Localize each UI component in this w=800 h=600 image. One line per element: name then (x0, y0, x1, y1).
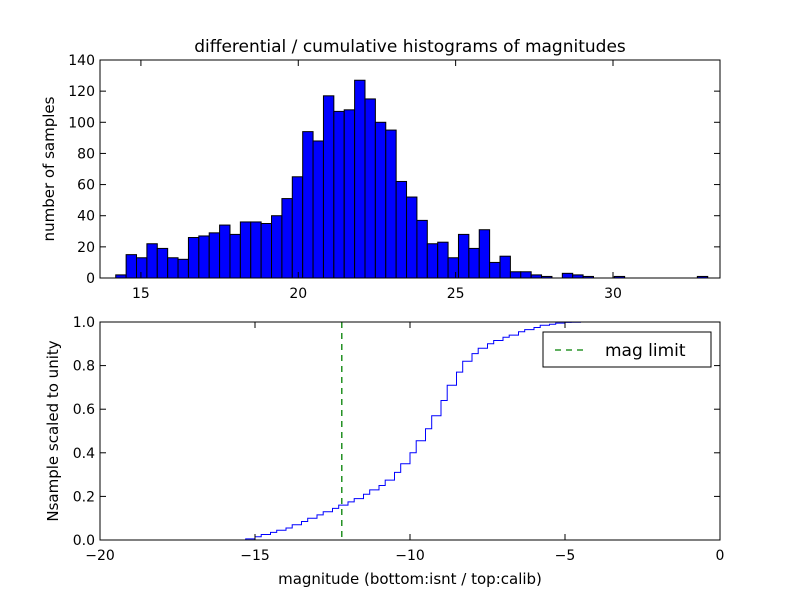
histogram-bar (271, 215, 283, 279)
histogram-bar (198, 235, 210, 279)
cumulative-frame (99, 321, 721, 541)
cumulative-x-label: magnitude (bottom:isnt / top:calib) (278, 570, 542, 588)
histogram-bar (333, 110, 345, 279)
cumulative-y-tick-label: 0.2 (73, 489, 95, 505)
cumulative-ticks: −20 −15 −10 −5 0 0.0 0.2 0.4 0.6 0.8 1.0 (73, 315, 725, 564)
cumulative-y-tick-label: 0.4 (73, 446, 95, 462)
histogram-frame (99, 59, 721, 279)
histogram-bar (374, 121, 387, 279)
cumulative-x-tick-label: −5 (555, 548, 576, 564)
histogram-y-tick-label: 120 (68, 84, 95, 100)
histogram-bar (343, 109, 356, 279)
histogram-bar (229, 233, 241, 279)
histogram-bar (437, 241, 449, 279)
histogram-bar (177, 258, 189, 279)
histogram-bar (239, 221, 252, 279)
histogram-bar (509, 271, 522, 279)
histogram-bar (146, 243, 158, 279)
histogram-bar (291, 176, 304, 279)
cumulative-lines (100, 321, 721, 541)
histogram-x-tick-label: 15 (132, 286, 150, 302)
histogram-bar (208, 232, 221, 279)
histogram-y-tick-label: 40 (77, 209, 95, 225)
histogram-x-tick-label: 20 (289, 286, 307, 302)
histogram-y-label: number of samples (40, 96, 58, 241)
histogram-bar (187, 237, 200, 279)
cumulative-y-tick-label: 1.0 (73, 315, 95, 331)
histogram-bar (281, 198, 293, 279)
cumulative-x-tick-label: −15 (240, 548, 270, 564)
cumulative-x-tick-label: 0 (716, 548, 725, 564)
histogram-bar (489, 261, 501, 279)
histogram-bar (426, 243, 439, 279)
histogram-bar (385, 129, 397, 279)
histogram-bar (457, 233, 470, 279)
histogram-y-tick-label: 20 (77, 240, 95, 256)
histogram-bar (468, 247, 480, 279)
histogram-bar (250, 221, 262, 279)
cumulative-panel: −20 −15 −10 −5 0 0.0 0.2 0.4 0.6 0.8 1.0 Nsample s… (44, 315, 724, 588)
chart-title: differential / cumulative histograms of … (194, 37, 626, 57)
histogram-y-tick-label: 140 (68, 53, 95, 69)
cumulative-y-label: Nsample scaled to unity (44, 340, 62, 521)
histogram-bar (312, 140, 324, 279)
cumulative-x-tick-label: −20 (85, 548, 115, 564)
histogram-bar (395, 180, 408, 279)
histogram-y-tick-label: 60 (77, 178, 95, 194)
histogram-bar (354, 79, 366, 279)
histogram-panel: differential / cumulative histograms of … (40, 37, 721, 302)
histogram-bar (499, 255, 511, 279)
histogram-bar (167, 257, 179, 279)
histogram-bar (322, 95, 335, 279)
histogram-bar (260, 223, 273, 279)
histogram-bar (156, 247, 169, 279)
histogram-bar (219, 224, 231, 279)
histogram-x-tick-label: 30 (604, 286, 622, 302)
histogram-bar (364, 98, 376, 279)
histogram-bar (406, 196, 418, 279)
histogram-bar (478, 229, 491, 279)
histogram-bar (447, 257, 459, 279)
histogram-ticks: 15 20 25 30 0 20 40 60 80 100 120 140 (68, 53, 720, 302)
cumulative-x-tick-label: −10 (395, 548, 425, 564)
histogram-y-tick-label: 80 (77, 146, 95, 162)
histogram-bars (115, 79, 709, 279)
histogram-bar (302, 131, 314, 279)
histogram-y-tick-label: 100 (68, 115, 95, 131)
histogram-bar (561, 272, 574, 279)
cumulative-y-tick-label: 0.6 (73, 402, 95, 418)
histogram-bar (125, 254, 138, 279)
histogram-bar (416, 219, 428, 279)
legend-label-mag-limit: mag limit (605, 341, 686, 361)
cumulative-y-tick-label: 0.8 (73, 359, 95, 375)
histogram-y-tick-label: 0 (86, 271, 95, 287)
histogram-x-tick-label: 25 (447, 286, 465, 302)
legend: mag limit (542, 331, 712, 368)
cumulative-step-line (100, 321, 721, 541)
cumulative-y-tick-label: 0.0 (73, 533, 95, 549)
histogram-bar (520, 271, 532, 279)
histogram-bar (136, 257, 148, 279)
